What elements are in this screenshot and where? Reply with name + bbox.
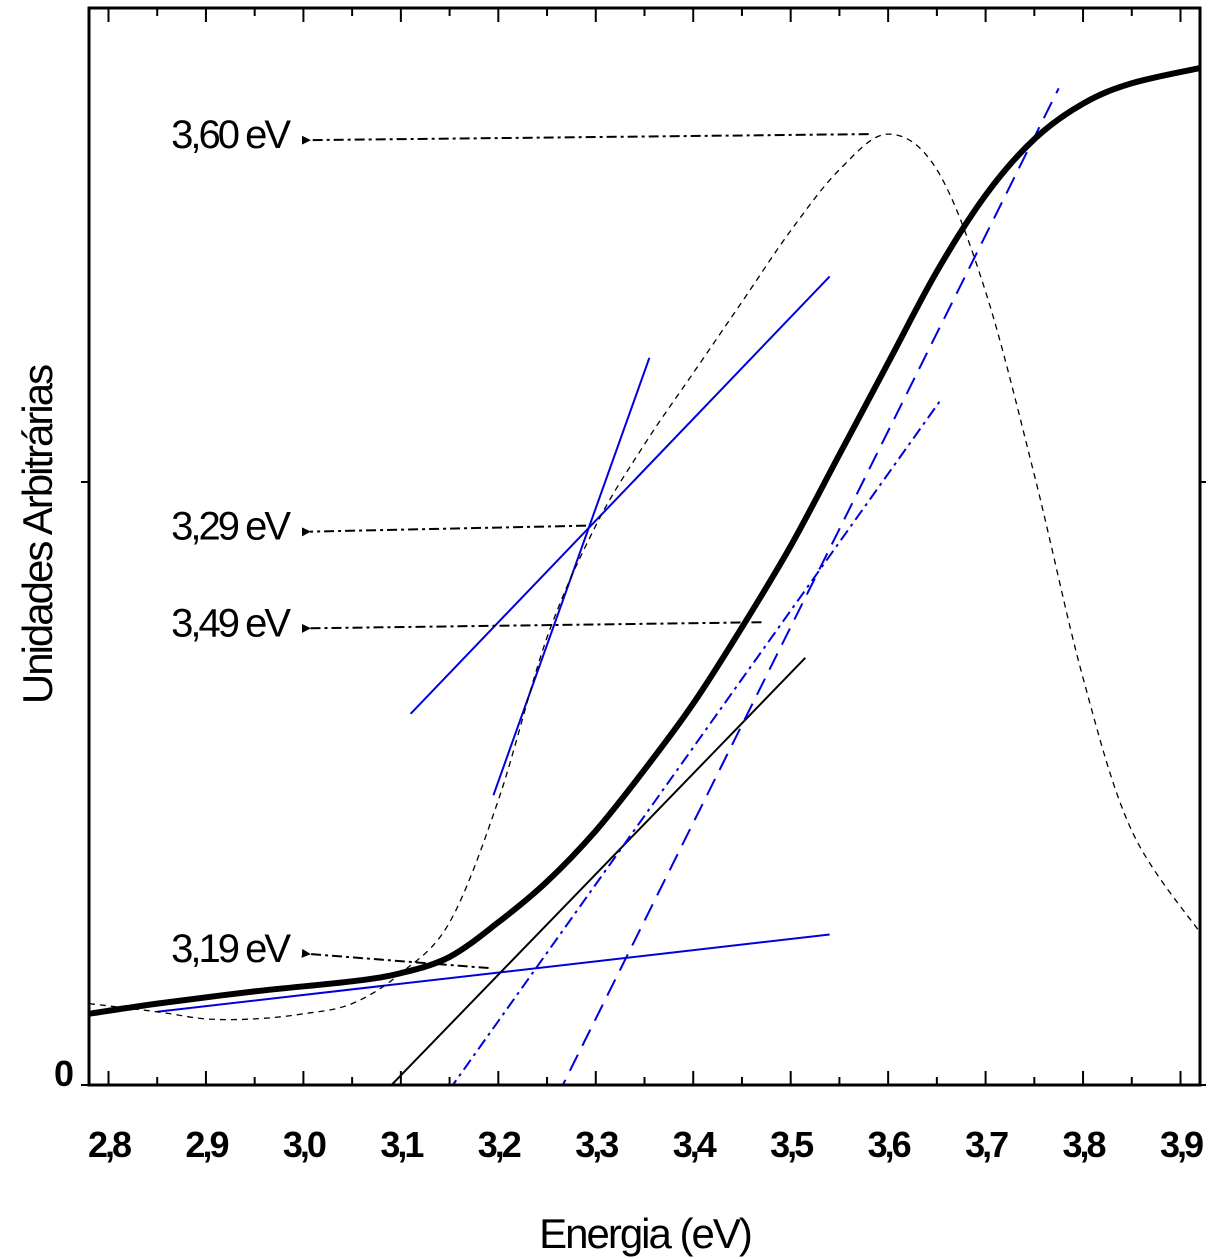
- x-tick-label: 3,7: [965, 1124, 1008, 1165]
- x-tick-label: 3,9: [1160, 1124, 1203, 1165]
- x-tick-label: 3,8: [1063, 1124, 1106, 1165]
- x-tick-label: 3,3: [575, 1124, 618, 1165]
- x-tick-label: 3,5: [770, 1124, 814, 1165]
- x-tick-label: 2,9: [185, 1124, 228, 1165]
- y-axis-title: Unidades Arbitrárias: [14, 365, 61, 704]
- annotation-layer: 3,60 eV 3,29 eV 3,49 eV 3,19 eV: [171, 113, 869, 971]
- annotation-label-3: 3,49 eV: [171, 601, 291, 645]
- x-tick-label: 2,8: [88, 1124, 131, 1165]
- absorbance-curve: [89, 65, 1200, 1017]
- annotation-arrow-1: [301, 133, 869, 145]
- tangent-line-6: [561, 87, 1060, 1085]
- annotation-arrow-4: [301, 948, 489, 970]
- annotation-label-2: 3,29 eV: [171, 505, 291, 549]
- tangent-line-1: [157, 933, 830, 1013]
- annotation-label-1: 3,60 eV: [171, 113, 291, 157]
- tick-labels: 2,8 2,9 3,0 3,1 3,2 3,3 3,4 3,5 3,6 3,7 3,8 3,9: [88, 1124, 1206, 1165]
- plot-area: [89, 65, 1200, 1085]
- tick-marks: [81, 8, 1206, 1086]
- x-tick-label: 3,6: [868, 1124, 911, 1165]
- x-tick-label: 3,2: [478, 1124, 521, 1165]
- annotation-arrow-3: [301, 621, 762, 633]
- tangent-line-2: [409, 275, 831, 715]
- x-tick-label: 3,0: [283, 1124, 326, 1165]
- x-tick-label: 3,4: [673, 1124, 717, 1165]
- tangent-line-4: [390, 657, 807, 1085]
- x-axis-title: Energia (eV): [539, 1210, 751, 1257]
- tangent-line-5: [451, 397, 943, 1085]
- derivative-curve: [89, 133, 1200, 1021]
- x-tick-label: 3,1: [380, 1124, 424, 1165]
- annotation-arrow-2: [301, 524, 587, 537]
- y-tick-label-zero: 0: [54, 1053, 74, 1094]
- annotation-label-4: 3,19 eV: [171, 927, 291, 971]
